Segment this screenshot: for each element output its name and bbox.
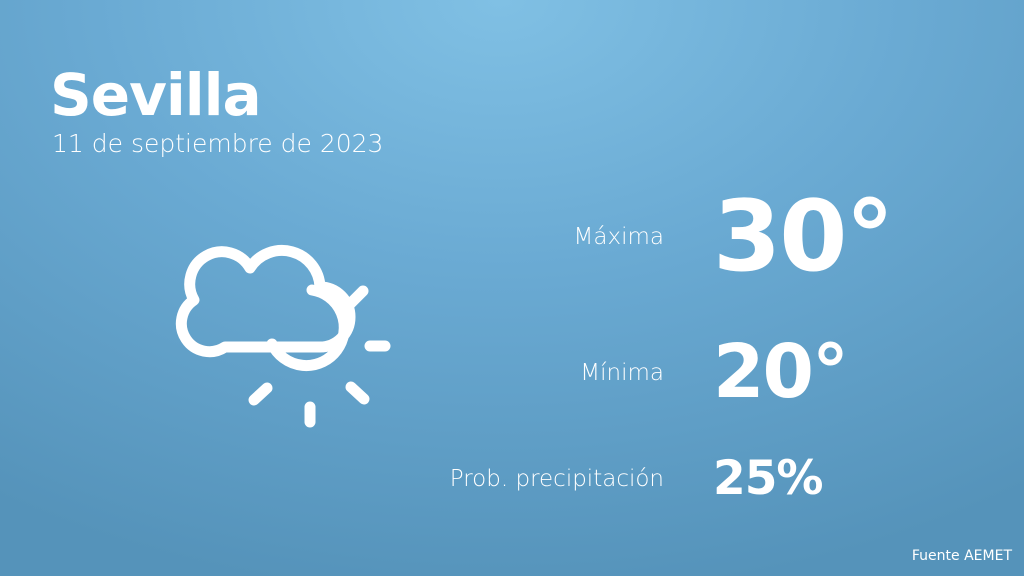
cloud-sun-icon — [175, 245, 391, 428]
forecast-date: 11 de septiembre de 2023 — [52, 129, 384, 158]
source-label: Fuente AEMET — [911, 548, 1012, 564]
min-temp-value: 20° — [713, 329, 849, 415]
max-temp-label: Máxima — [573, 224, 664, 250]
precip-label: Prob. precipitación — [449, 466, 664, 492]
sun-icon — [266, 284, 350, 371]
max-temp-value: 30° — [713, 180, 894, 294]
cloud-shape — [175, 245, 356, 358]
precip-value: 25% — [713, 451, 823, 506]
min-temp-label: Mínima — [580, 360, 664, 386]
city-name: Sevilla — [50, 61, 262, 129]
